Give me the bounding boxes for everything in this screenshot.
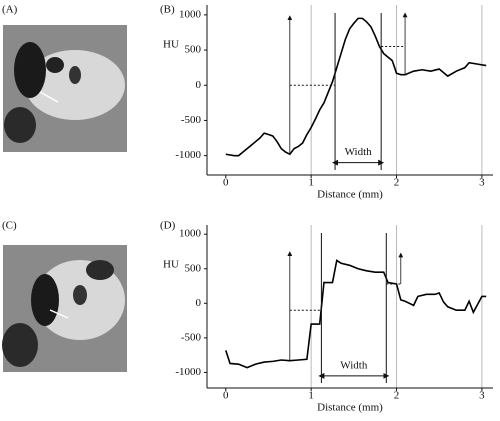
x-tick-label: 0 [223, 390, 229, 402]
panel-label: (D) [160, 220, 176, 232]
x-tick-label: 1 [308, 177, 314, 189]
x-axis-label: Distance (mm) [317, 189, 383, 201]
profile-line [225, 17, 487, 157]
x-tick-label: 3 [479, 177, 485, 189]
y-tick-label: 0 [196, 297, 202, 309]
y-axis-label: HU [163, 39, 179, 51]
panel-label: (B) [160, 4, 175, 16]
ct-image-a [3, 25, 127, 152]
y-axis-label: HU [163, 259, 179, 271]
x-tick-label: 0 [223, 177, 229, 189]
ct-image-c [2, 245, 127, 372]
y-tick-label: 500 [185, 262, 202, 274]
y-tick-label: 500 [185, 44, 202, 56]
x-tick-label: 3 [479, 390, 485, 402]
width-label: Width [345, 146, 373, 158]
x-tick-label: 2 [394, 390, 400, 402]
y-tick-label: -500 [181, 114, 202, 126]
panel-label: (A) [2, 4, 18, 16]
x-tick-label: 2 [394, 177, 400, 189]
y-tick-label: 1000 [179, 228, 202, 240]
profile-line [225, 259, 487, 369]
y-tick-label: -1000 [175, 366, 201, 378]
x-tick-label: 1 [308, 390, 314, 402]
y-tick-label: 1000 [179, 8, 202, 20]
width-label: Width [340, 359, 368, 371]
panel-label: (C) [2, 220, 17, 232]
x-axis-label: Distance (mm) [317, 402, 383, 414]
y-tick-label: 0 [196, 79, 202, 91]
y-tick-label: -500 [181, 331, 202, 343]
y-tick-label: -1000 [175, 149, 201, 161]
